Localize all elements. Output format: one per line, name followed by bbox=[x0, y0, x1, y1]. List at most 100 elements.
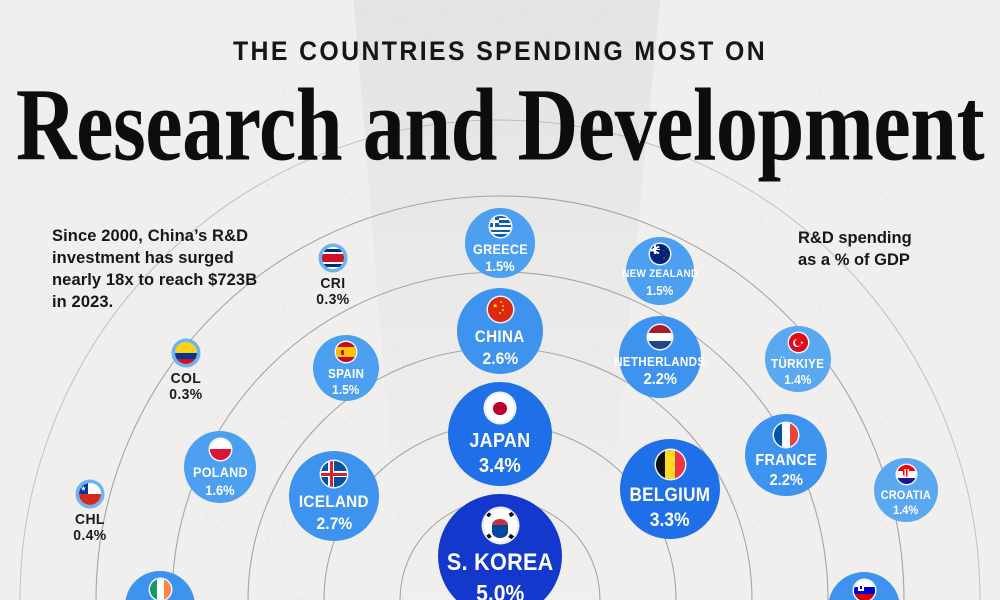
flag-icon-cri bbox=[322, 247, 344, 269]
bubble-spain[interactable]: SPAIN 1.5% bbox=[313, 335, 379, 401]
flag-co bbox=[175, 342, 197, 364]
flag-pl bbox=[209, 438, 231, 460]
page-title: Research and Development bbox=[15, 67, 985, 183]
flag-icon-croatia bbox=[896, 465, 916, 485]
marker-label-col: COL 0.3% bbox=[169, 370, 203, 404]
marker-value-chl: 0.4% bbox=[73, 527, 107, 545]
legend-caption: R&D spending as a % of GDP bbox=[798, 228, 958, 272]
marker-label-cri: CRI 0.3% bbox=[316, 275, 350, 309]
flag-nl bbox=[648, 325, 672, 350]
blurb-line3: nearly 18x to reach bbox=[52, 270, 204, 289]
flag-is bbox=[321, 460, 347, 487]
blurb-line4-b: in 2023. bbox=[52, 292, 114, 311]
marker-code-chl: CHL bbox=[75, 511, 105, 528]
bubble-label-china: CHINA bbox=[475, 327, 525, 347]
flag-icon-new-zealand bbox=[650, 244, 670, 265]
bubble-label-poland: POLAND bbox=[192, 463, 248, 480]
bubble-value-belgium: 3.3% bbox=[650, 509, 690, 531]
bubble-value-china: 2.6% bbox=[482, 349, 518, 369]
bubble-value-croatia: 1.4% bbox=[893, 503, 919, 518]
bubble-value-iceland: 2.7% bbox=[316, 514, 352, 534]
bubble-label-japan: JAPAN bbox=[469, 429, 531, 452]
flag-icon-s-korea bbox=[482, 507, 518, 543]
bubble-label-croatia: CROATIA bbox=[880, 487, 932, 502]
intro-blurb: Since 2000, China’s R&D investment has s… bbox=[52, 226, 267, 314]
bubble-value-netherlands: 2.2% bbox=[643, 371, 677, 389]
flag-icon-iceland bbox=[321, 460, 347, 487]
bubble-label-spain: SPAIN bbox=[327, 365, 365, 381]
bubble-label-netherlands: NETHERLANDS bbox=[614, 353, 706, 369]
marker-value-cri: 0.3% bbox=[316, 291, 350, 309]
bubble-greece[interactable]: GREECE 1.5% bbox=[465, 208, 535, 278]
bubble-value-france: 2.2% bbox=[769, 472, 803, 490]
flag-kr bbox=[482, 507, 518, 543]
flag-icon-belgium bbox=[655, 450, 685, 479]
flag-es bbox=[336, 342, 356, 363]
flag-jp bbox=[485, 393, 515, 424]
flag-fr bbox=[774, 423, 798, 448]
bubble-new-zealand[interactable]: NEW ZEALAND 1.5% bbox=[622, 237, 698, 305]
bubble-value-greece: 1.5% bbox=[485, 258, 515, 275]
flag-icon-poland bbox=[209, 438, 231, 460]
bubble-france[interactable]: FRANCE 2.2% bbox=[745, 414, 827, 496]
bubble-value-japan: 3.4% bbox=[479, 455, 521, 478]
flag-icon-france bbox=[774, 423, 798, 448]
bubble-label-iceland: ICELAND bbox=[299, 492, 369, 512]
kicker-text: THE COUNTRIES SPENDING MOST ON bbox=[232, 36, 768, 66]
flag-cr bbox=[322, 247, 344, 269]
flag-be bbox=[655, 450, 685, 479]
bubble-iceland[interactable]: ICELAND 2.7% bbox=[289, 451, 379, 541]
bubble-value-s-korea: 5.0% bbox=[475, 580, 525, 600]
bubble-china[interactable]: CHINA 2.6% bbox=[457, 288, 543, 374]
bubble-croatia[interactable]: CROATIA 1.4% bbox=[874, 458, 938, 522]
blurb-amount: $723B bbox=[208, 270, 258, 289]
flag-icon-turkiye bbox=[788, 333, 808, 353]
flag-tr bbox=[788, 333, 808, 353]
flag-si bbox=[853, 579, 875, 600]
marker-chl[interactable]: CHL 0.4% bbox=[67, 483, 113, 544]
blurb-line2: investment has surged bbox=[52, 248, 234, 267]
bubble-label-turkiye: TÜRKIYE bbox=[771, 355, 825, 371]
bubble-value-turkiye: 1.4% bbox=[784, 372, 812, 388]
marker-code-col: COL bbox=[170, 370, 202, 387]
bubble-japan[interactable]: JAPAN 3.4% bbox=[448, 382, 552, 486]
outer-arcs bbox=[19, 119, 981, 600]
bubble-label-france: FRANCE bbox=[755, 451, 817, 469]
bubble-poland[interactable]: POLAND 1.6% bbox=[184, 431, 256, 503]
flag-icon-japan bbox=[485, 393, 515, 424]
flag-icon-spain bbox=[336, 342, 356, 363]
flag-icon-netherlands bbox=[648, 325, 672, 350]
flag-hr bbox=[896, 465, 916, 485]
marker-col[interactable]: COL 0.3% bbox=[163, 342, 209, 403]
bubble-turkiye[interactable]: TÜRKIYE 1.4% bbox=[765, 326, 831, 392]
flag-icon-ireland bbox=[149, 578, 171, 600]
flag-nz bbox=[650, 244, 670, 265]
legend-line1: R&D spending bbox=[798, 229, 912, 247]
flag-gr bbox=[489, 215, 511, 237]
blurb-line1-a: Since 2000, bbox=[52, 227, 148, 245]
legend-line2: as a % of GDP bbox=[798, 250, 910, 269]
marker-label-chl: CHL 0.4% bbox=[73, 511, 107, 545]
marker-code-cri: CRI bbox=[320, 275, 346, 292]
marker-value-col: 0.3% bbox=[169, 386, 203, 404]
flag-cl bbox=[79, 483, 101, 505]
blurb-line1-c: R&D bbox=[207, 227, 249, 245]
marker-cri[interactable]: CRI 0.3% bbox=[310, 247, 356, 308]
bubble-belgium[interactable]: BELGIUM 3.3% bbox=[620, 439, 720, 539]
flag-icon-china bbox=[487, 297, 513, 323]
bubble-value-poland: 1.6% bbox=[205, 481, 235, 498]
blurb-china: China’s bbox=[147, 227, 208, 245]
bubble-label-greece: GREECE bbox=[472, 240, 528, 257]
bubble-label-new-zealand: NEW ZEALAND bbox=[621, 268, 699, 281]
bubble-s-korea[interactable]: S. KOREA 5.0% bbox=[438, 494, 562, 600]
flag-cn bbox=[487, 297, 513, 323]
flag-icon-col bbox=[175, 342, 197, 364]
flag-ie bbox=[149, 578, 171, 600]
flag-icon-greece bbox=[489, 215, 511, 237]
bubble-netherlands[interactable]: NETHERLANDS 2.2% bbox=[614, 316, 705, 398]
bubble-value-new-zealand: 1.5% bbox=[646, 282, 674, 298]
flag-icon-chl bbox=[79, 483, 101, 505]
flag-icon-slovenia bbox=[853, 579, 875, 600]
bubble-value-spain: 1.5% bbox=[332, 382, 360, 398]
